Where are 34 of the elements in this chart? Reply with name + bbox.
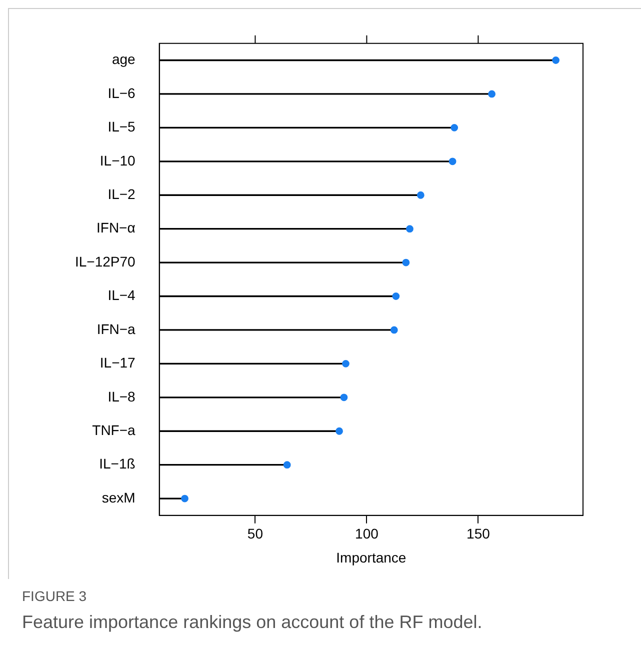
point xyxy=(488,90,496,98)
point xyxy=(402,258,410,266)
x-tick-label: 150 xyxy=(466,526,490,542)
y-tick-label: IL−8 xyxy=(108,388,136,404)
y-tick-label: IL−2 xyxy=(108,186,136,202)
y-tick-label: IL−17 xyxy=(100,354,136,371)
point xyxy=(448,158,456,166)
point xyxy=(181,494,188,502)
x-tick-label: 100 xyxy=(355,526,379,542)
point xyxy=(336,427,343,435)
y-tick-label: IFN−α xyxy=(96,220,136,236)
point xyxy=(390,326,398,334)
y-tick-label: IL−6 xyxy=(108,84,136,101)
y-tick-label: sexM xyxy=(102,489,136,506)
text: Feature importance rankings on account of the RF model. xyxy=(22,612,482,633)
point xyxy=(416,191,424,199)
y-tick-label: IL−4 xyxy=(108,287,136,304)
y-tick-label: IFN−a xyxy=(96,320,136,337)
point xyxy=(406,225,414,233)
caption: FIGURE 3 xyxy=(22,588,87,604)
point xyxy=(340,394,348,402)
y-tick-label: TNF−a xyxy=(92,422,136,438)
y-tick-label: IL−5 xyxy=(108,118,136,135)
point xyxy=(342,360,350,368)
y-tick-label: age xyxy=(112,51,136,68)
y-tick-label: IL−12P70 xyxy=(74,253,136,270)
point xyxy=(552,56,560,64)
x-tick-label: 50 xyxy=(247,526,264,542)
point xyxy=(450,124,458,132)
y-tick-label: IL−10 xyxy=(100,152,136,168)
point xyxy=(283,461,291,469)
y-tick-label: IL−1ß xyxy=(99,456,136,472)
point xyxy=(392,292,400,300)
x-axis-title: Importance xyxy=(336,549,406,566)
